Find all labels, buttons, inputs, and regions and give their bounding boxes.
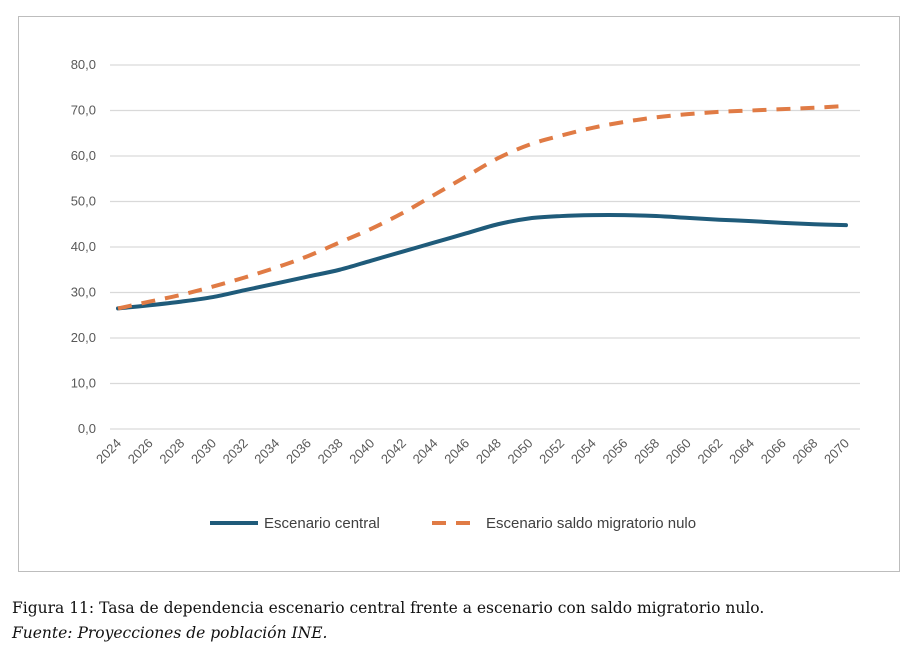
x-tick-label: 2058 bbox=[631, 436, 662, 467]
x-tick-label: 2056 bbox=[599, 436, 630, 467]
y-tick-label: 10,0 bbox=[71, 376, 96, 391]
y-tick-label: 70,0 bbox=[71, 103, 96, 118]
series-line-0 bbox=[116, 213, 848, 311]
x-tick-label: 2024 bbox=[93, 436, 124, 467]
chart-frame bbox=[18, 16, 900, 572]
x-tick-label: 2038 bbox=[315, 436, 346, 467]
x-tick-label: 2036 bbox=[283, 436, 314, 467]
series-line-1 bbox=[117, 103, 847, 311]
legend-label-0: Escenario central bbox=[264, 515, 380, 532]
x-tick-label: 2070 bbox=[821, 436, 852, 467]
x-tick-label: 2054 bbox=[568, 436, 599, 467]
x-tick-label: 2048 bbox=[473, 436, 504, 467]
y-tick-label: 40,0 bbox=[71, 239, 96, 254]
y-tick-label: 20,0 bbox=[71, 330, 96, 345]
x-tick-label: 2052 bbox=[536, 436, 567, 467]
y-tick-label: 80,0 bbox=[71, 57, 96, 72]
x-tick-label: 2046 bbox=[441, 436, 472, 467]
x-tick-label: 2026 bbox=[125, 436, 156, 467]
y-tick-label: 60,0 bbox=[71, 148, 96, 163]
x-tick-label: 2062 bbox=[694, 436, 725, 467]
legend-label-1: Escenario saldo migratorio nulo bbox=[486, 515, 696, 532]
y-tick-label: 0,0 bbox=[78, 421, 96, 436]
x-tick-label: 2066 bbox=[758, 436, 789, 467]
x-tick-label: 2050 bbox=[505, 436, 536, 467]
x-tick-label: 2042 bbox=[378, 436, 409, 467]
x-tick-label: 2044 bbox=[410, 436, 441, 467]
x-tick-label: 2040 bbox=[346, 436, 377, 467]
line-chart: 0,0 10,0 20,0 30,0 40,0 50,0 60,0 70,0 80,0 2024… bbox=[71, 57, 860, 532]
x-tick-label: 2064 bbox=[726, 436, 757, 467]
x-tick-label: 2060 bbox=[663, 436, 694, 467]
caption-source: Fuente: Proyecciones de población INE. bbox=[12, 624, 328, 642]
y-tick-label: 50,0 bbox=[71, 194, 96, 209]
x-tick-label: 2028 bbox=[156, 436, 187, 467]
figure-caption: Figura 11: Tasa de dependencia escenario… bbox=[12, 596, 764, 646]
y-tick-label: 30,0 bbox=[71, 285, 96, 300]
x-tick-label: 2034 bbox=[251, 436, 282, 467]
x-tick-label: 2032 bbox=[220, 436, 251, 467]
x-tick-label: 2030 bbox=[188, 436, 219, 467]
x-tick-label: 2068 bbox=[789, 436, 820, 467]
caption-text: Figura 11: Tasa de dependencia escenario… bbox=[12, 599, 765, 617]
